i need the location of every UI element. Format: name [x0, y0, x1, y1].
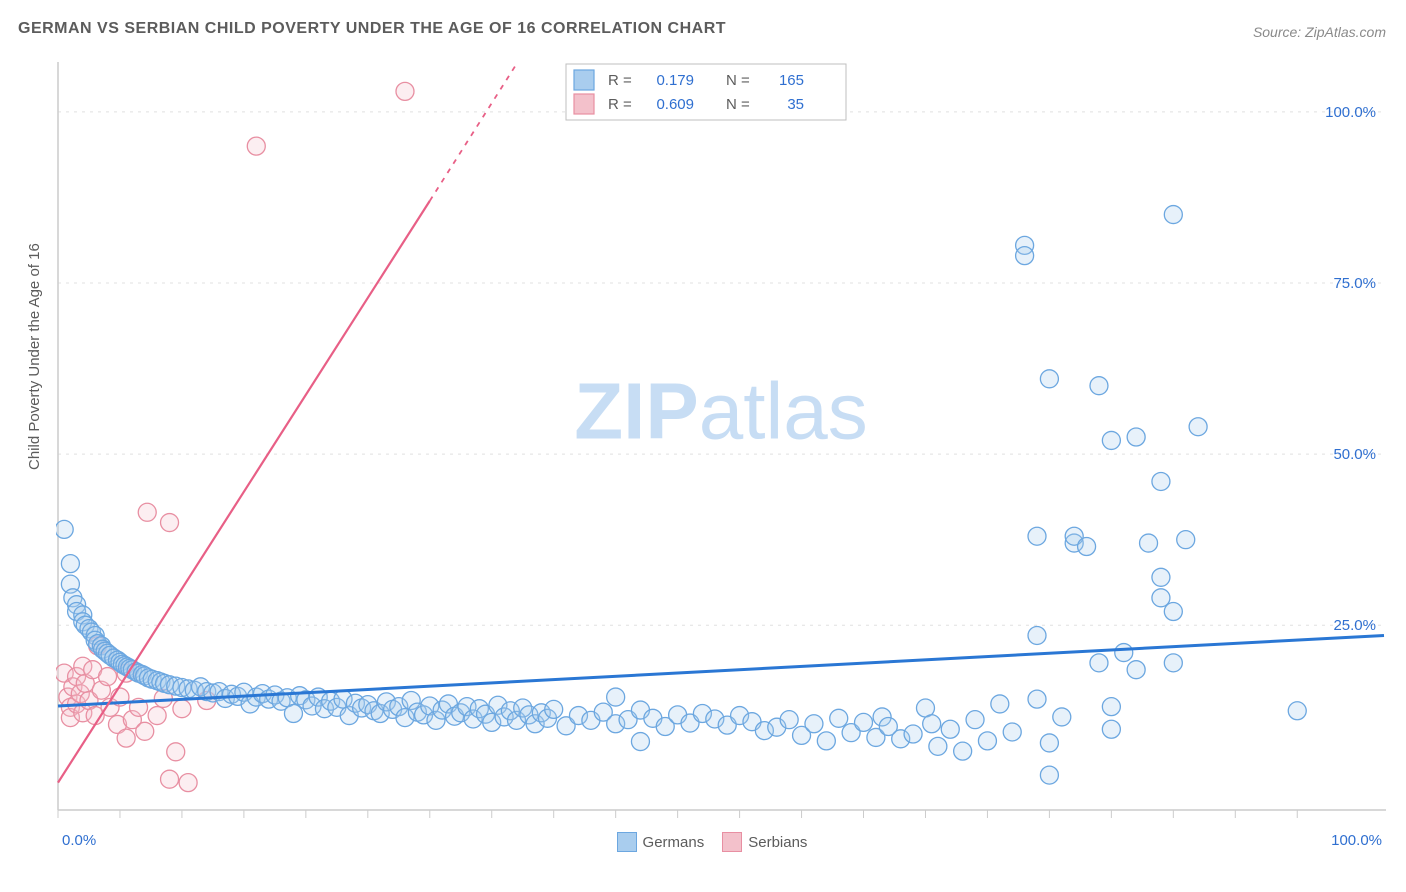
svg-text:R =: R =	[608, 72, 632, 89]
svg-text:50.0%: 50.0%	[1333, 446, 1376, 463]
series-legend: Germans Serbians	[0, 832, 1406, 852]
svg-text:R =: R =	[608, 96, 632, 113]
source-attribution: Source: ZipAtlas.com	[1253, 24, 1386, 40]
svg-text:35: 35	[787, 96, 804, 113]
svg-text:0.179: 0.179	[656, 72, 694, 89]
legend-swatch	[722, 832, 742, 852]
svg-text:0.609: 0.609	[656, 96, 694, 113]
legend-label: Germans	[643, 834, 705, 851]
svg-text:25.0%: 25.0%	[1333, 617, 1376, 634]
svg-text:ZIPatlas: ZIPatlas	[574, 366, 867, 455]
chart-container: GERMAN VS SERBIAN CHILD POVERTY UNDER TH…	[0, 0, 1406, 892]
svg-text:N =: N =	[726, 96, 750, 113]
y-axis-label: Child Poverty Under the Age of 16	[26, 243, 43, 470]
scatter-plot: 25.0% 50.0% 75.0% 100.0% ZIPatlas R = 0.179 N =…	[56, 62, 1386, 830]
legend-swatch	[617, 832, 637, 852]
chart-title: GERMAN VS SERBIAN CHILD POVERTY UNDER TH…	[18, 20, 726, 38]
svg-text:N =: N =	[726, 72, 750, 89]
svg-text:100.0%: 100.0%	[1325, 104, 1376, 121]
svg-text:75.0%: 75.0%	[1333, 275, 1376, 292]
svg-text:165: 165	[779, 72, 804, 89]
legend-label: Serbians	[748, 834, 807, 851]
